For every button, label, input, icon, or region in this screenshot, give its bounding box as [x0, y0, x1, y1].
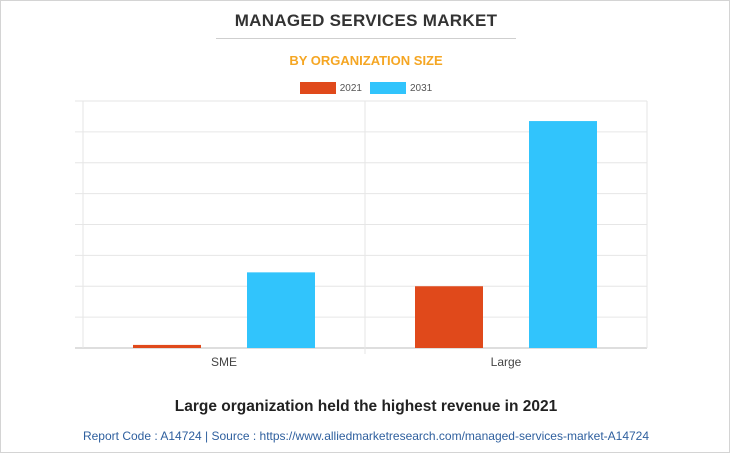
- legend-label-2021: 2021: [339, 82, 362, 94]
- legend-label-2031: 2031: [410, 82, 433, 94]
- footer-headline: Large organization held the highest reve…: [174, 398, 558, 415]
- footer-source-link[interactable]: Report Code : A14724 | Source : https://…: [82, 429, 650, 443]
- bar-large-2021[interactable]: [415, 286, 483, 348]
- legend-item-2021[interactable]: 2021: [299, 82, 362, 94]
- bar-sme-2021[interactable]: [133, 344, 201, 348]
- legend-swatch-2021: [299, 82, 336, 94]
- bar-sme-2031[interactable]: [247, 272, 315, 348]
- legend-swatch-2031: [370, 82, 406, 94]
- legend-item-2031[interactable]: 2031: [370, 82, 432, 94]
- title-divider: [216, 38, 516, 39]
- chart-subtitle: BY ORGANIZATION SIZE: [289, 53, 443, 68]
- bar-large-2031[interactable]: [529, 121, 597, 348]
- chart-title: MANAGED SERVICES MARKET: [234, 11, 498, 30]
- x-tick-label-sme: SME: [211, 355, 237, 369]
- x-tick-label-large: Large: [491, 355, 522, 369]
- bar-layer: [133, 121, 597, 348]
- chart-legend: 2021 2031: [1, 81, 730, 95]
- x-tick-labels: SME Large: [211, 355, 522, 369]
